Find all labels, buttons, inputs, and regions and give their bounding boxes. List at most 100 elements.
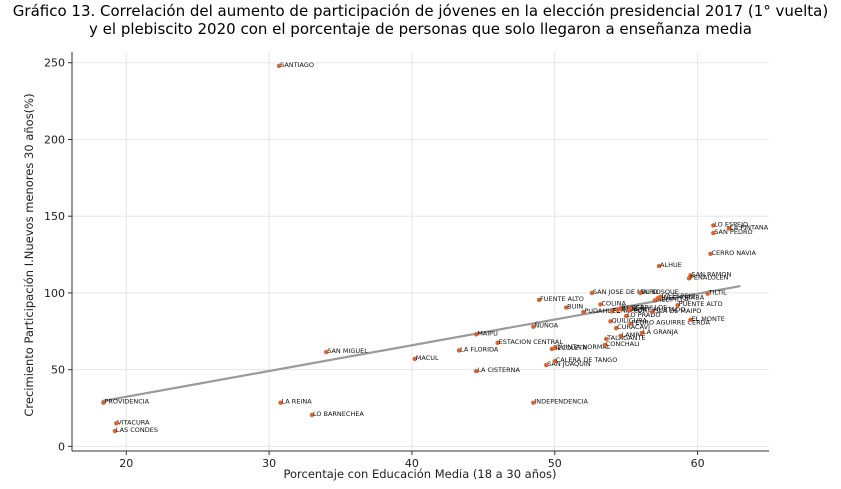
point-label: LA CISTERNA (477, 366, 520, 374)
point-label: QUILICURA (611, 316, 647, 324)
data-point: CERRO NAVIA (708, 249, 757, 257)
point-label: SAN PEDRO (714, 228, 752, 236)
point-label: MELIPILLA (656, 296, 689, 304)
trendline (101, 284, 741, 403)
point-marker (686, 276, 692, 281)
point-marker (598, 302, 603, 307)
y-tick-label: 150 (44, 210, 65, 223)
point-label: PUENTE ALTO (679, 300, 723, 308)
data-point: SANTIAGO (276, 61, 314, 69)
point-label: ALHUE (660, 261, 682, 269)
y-tick-label: 250 (44, 57, 65, 70)
data-point: LO BARNECHEA (309, 410, 364, 418)
data-point: PEÑALOLEN (686, 272, 729, 281)
data-point: MACUL (412, 354, 439, 362)
data-point: LAS CONDES (112, 426, 158, 434)
point-label: TILTIL (708, 289, 728, 297)
y-tick-label: 200 (44, 133, 65, 146)
point-marker (649, 309, 655, 315)
data-point: SAN PEDRO (711, 228, 753, 236)
point-marker (309, 412, 315, 418)
point-marker (613, 326, 619, 331)
chart-title-line-2: y el plebiscito 2020 con el porcentaje d… (89, 20, 752, 38)
point-label: FUENTE ALTO (540, 295, 584, 303)
point-label: PEÑALOLEN (690, 272, 729, 281)
point-marker (639, 330, 645, 336)
data-point: EL MONTE (688, 315, 725, 323)
data-point: BUIN (563, 303, 583, 311)
data-point: PEDRO AGUIRRE CERDA (628, 319, 710, 327)
x-tick-label: 20 (119, 457, 133, 470)
data-point: LO ESPEJO (711, 220, 748, 228)
point-label: EL BOSQUE (641, 288, 678, 296)
y-tick-label: 100 (44, 287, 65, 300)
data-point: SAN JOAQUIN (543, 360, 591, 368)
data-point: INDEPENDENCIA (531, 398, 589, 406)
axes: 20 30 40 50 60 0 50 100 150 200 250 (44, 52, 769, 470)
point-label: CALERA DE TANGO (556, 356, 618, 364)
data-point: LA CISTERNA (474, 366, 521, 374)
x-tick-label: 30 (262, 457, 276, 470)
data-point: ALHUE (656, 261, 682, 269)
point-marker (495, 340, 500, 346)
point-label: PROVIDENCIA (104, 398, 149, 406)
trendline-group (101, 284, 741, 403)
point-marker (531, 324, 536, 329)
data-point: LA REINA (278, 398, 312, 406)
point-label: LO ESPEJO (714, 220, 748, 228)
point-label: CERRO NAVIA (711, 249, 756, 257)
point-label: LA GRANJA (643, 328, 679, 336)
data-point: CERRILLOS (628, 303, 667, 311)
point-label: LA REINA (282, 398, 313, 406)
y-tick-label: 50 (51, 364, 65, 377)
point-marker (543, 362, 549, 368)
point-label: PEDRO AGUIRRE CERDA (631, 319, 710, 327)
point-marker (628, 321, 633, 326)
point-marker (101, 400, 106, 405)
y-tick-label: 0 (58, 440, 65, 453)
point-label: LA FLORIDA (460, 345, 499, 353)
data-point: LA FLORIDA (456, 345, 499, 353)
point-label: BUIN (567, 303, 583, 311)
data-point: LAMPA (618, 331, 644, 339)
point-marker (705, 291, 710, 296)
point-marker (711, 223, 716, 228)
point-label: SAN JOSE DE MAIPO (593, 288, 658, 296)
point-label: LAS CONDES (116, 426, 158, 434)
point-marker (278, 400, 283, 405)
point-label: LA PINTANA (730, 223, 769, 231)
data-point: QUINTA NORMAL (552, 343, 611, 351)
point-marker (618, 333, 623, 339)
point-label: CONCHALI (606, 340, 640, 348)
data-point: CONCHALI (602, 340, 640, 348)
point-label: INDEPENDENCIA (534, 398, 588, 406)
data-point: QUILICURA (608, 316, 647, 324)
point-label: LAMPA (621, 331, 643, 339)
data-point: RENCA (618, 304, 644, 312)
point-marker (589, 290, 595, 296)
point-label: COLINA (601, 299, 626, 307)
point-marker (658, 294, 663, 299)
point-label: SAN MIGUEL (327, 347, 368, 355)
data-point: PROVIDENCIA (101, 398, 150, 406)
point-marker (474, 332, 479, 337)
point-marker (114, 421, 119, 426)
point-marker (563, 305, 569, 310)
point-marker (474, 369, 479, 374)
point-label: VITACURA (117, 418, 150, 426)
point-label: MAIPU (477, 329, 498, 337)
point-label: LO ESPEJO (661, 292, 695, 300)
point-label: LO PRADO (627, 311, 660, 319)
x-tick-label: 60 (691, 457, 705, 470)
point-marker (618, 306, 623, 312)
point-marker (536, 297, 542, 303)
point-label: PUDAHUEL (584, 307, 620, 315)
data-point: PUENTE ALTO (675, 300, 723, 308)
point-marker (581, 309, 586, 315)
x-axis-label: Porcentaje con Educación Media (18 a 30 … (283, 467, 556, 481)
point-marker (276, 63, 282, 69)
point-marker (609, 309, 615, 314)
point-label: ISLA DE MAIPO (653, 307, 702, 315)
data-point: VITACURA (114, 418, 150, 426)
data-point: MAIPU (474, 329, 498, 337)
